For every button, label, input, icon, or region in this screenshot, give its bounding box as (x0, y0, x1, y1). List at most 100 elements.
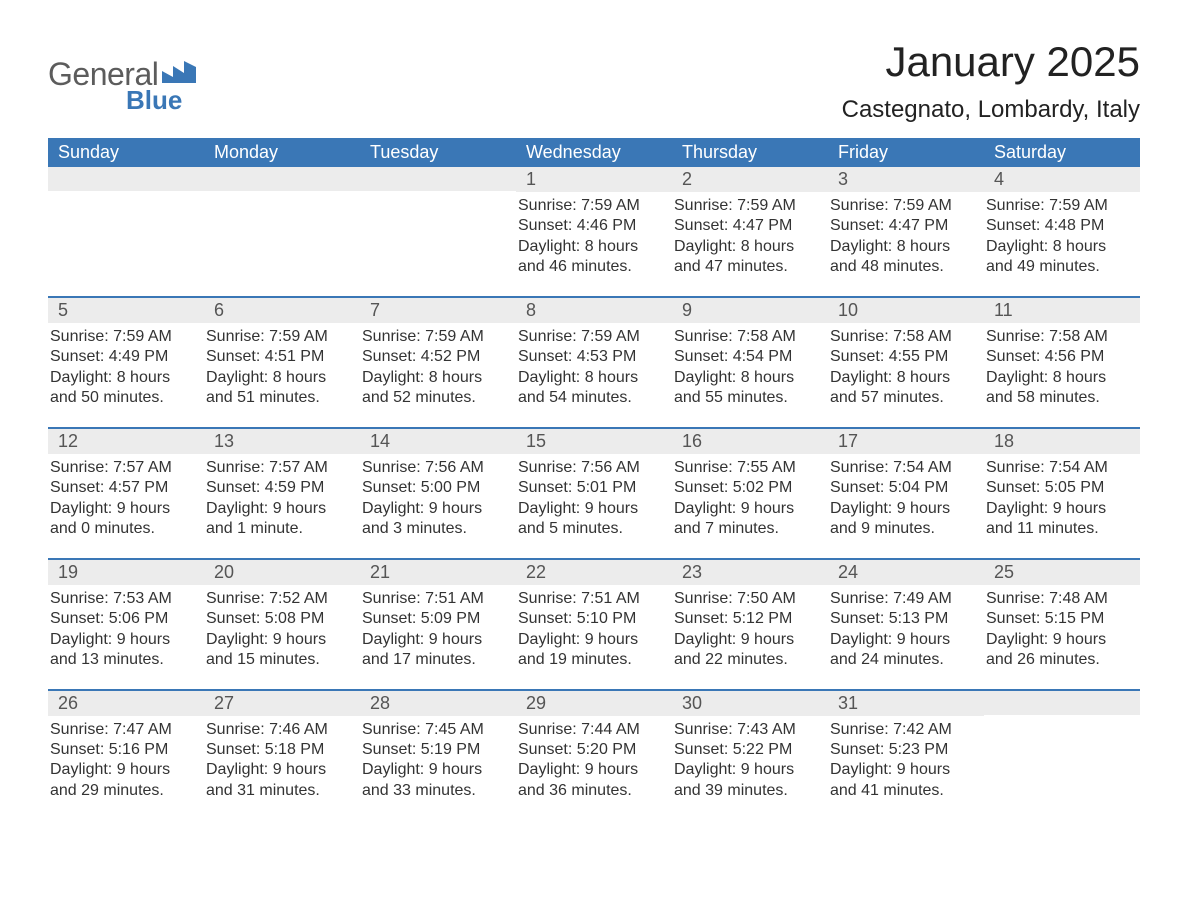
day-daylight2: and 17 minutes. (362, 650, 506, 670)
day-cell: 18Sunrise: 7:54 AMSunset: 5:05 PMDayligh… (984, 429, 1140, 558)
day-sunset: Sunset: 4:51 PM (206, 347, 350, 367)
day-cell (48, 167, 204, 296)
day-daylight2: and 1 minute. (206, 519, 350, 539)
day-number: 4 (984, 167, 1140, 192)
weeks-container: 1Sunrise: 7:59 AMSunset: 4:46 PMDaylight… (48, 167, 1140, 819)
day-sunset: Sunset: 4:48 PM (986, 216, 1130, 236)
day-cell: 20Sunrise: 7:52 AMSunset: 5:08 PMDayligh… (204, 560, 360, 689)
day-daylight1: Daylight: 9 hours (206, 499, 350, 519)
day-number: 6 (204, 298, 360, 323)
day-daylight1: Daylight: 8 hours (986, 368, 1130, 388)
day-daylight2: and 3 minutes. (362, 519, 506, 539)
day-sunset: Sunset: 4:47 PM (674, 216, 818, 236)
day-number: 24 (828, 560, 984, 585)
day-sunrise: Sunrise: 7:53 AM (50, 589, 194, 609)
day-sunset: Sunset: 5:00 PM (362, 478, 506, 498)
location: Castegnato, Lombardy, Italy (842, 96, 1140, 124)
day-sunset: Sunset: 4:49 PM (50, 347, 194, 367)
day-daylight2: and 5 minutes. (518, 519, 662, 539)
day-content: Sunrise: 7:59 AMSunset: 4:52 PMDaylight:… (360, 323, 516, 409)
day-number: 10 (828, 298, 984, 323)
day-sunset: Sunset: 4:47 PM (830, 216, 974, 236)
weekday-saturday: Saturday (984, 138, 1140, 167)
day-sunrise: Sunrise: 7:59 AM (50, 327, 194, 347)
day-number: 13 (204, 429, 360, 454)
day-cell: 23Sunrise: 7:50 AMSunset: 5:12 PMDayligh… (672, 560, 828, 689)
day-daylight2: and 26 minutes. (986, 650, 1130, 670)
day-daylight2: and 51 minutes. (206, 388, 350, 408)
logo-text-blue: Blue (126, 85, 182, 116)
day-sunset: Sunset: 5:16 PM (50, 740, 194, 760)
day-daylight2: and 29 minutes. (50, 781, 194, 801)
day-cell: 28Sunrise: 7:45 AMSunset: 5:19 PMDayligh… (360, 691, 516, 820)
day-sunset: Sunset: 5:10 PM (518, 609, 662, 629)
weekday-wednesday: Wednesday (516, 138, 672, 167)
day-number (204, 167, 360, 191)
day-sunrise: Sunrise: 7:42 AM (830, 720, 974, 740)
day-number: 3 (828, 167, 984, 192)
day-sunrise: Sunrise: 7:59 AM (518, 196, 662, 216)
title-block: January 2025 Castegnato, Lombardy, Italy (842, 38, 1140, 124)
day-content: Sunrise: 7:51 AMSunset: 5:09 PMDaylight:… (360, 585, 516, 671)
logo-flag-icon (162, 61, 196, 88)
day-content: Sunrise: 7:54 AMSunset: 5:05 PMDaylight:… (984, 454, 1140, 540)
day-number: 16 (672, 429, 828, 454)
day-daylight2: and 7 minutes. (674, 519, 818, 539)
day-daylight1: Daylight: 8 hours (674, 237, 818, 257)
day-number: 28 (360, 691, 516, 716)
day-content (984, 715, 1140, 719)
day-number: 26 (48, 691, 204, 716)
day-cell (204, 167, 360, 296)
day-daylight1: Daylight: 9 hours (674, 760, 818, 780)
day-sunset: Sunset: 5:02 PM (674, 478, 818, 498)
day-sunset: Sunset: 5:20 PM (518, 740, 662, 760)
day-content: Sunrise: 7:53 AMSunset: 5:06 PMDaylight:… (48, 585, 204, 671)
weekday-thursday: Thursday (672, 138, 828, 167)
day-daylight1: Daylight: 9 hours (362, 630, 506, 650)
day-content: Sunrise: 7:58 AMSunset: 4:55 PMDaylight:… (828, 323, 984, 409)
day-daylight1: Daylight: 9 hours (518, 760, 662, 780)
day-daylight2: and 58 minutes. (986, 388, 1130, 408)
week-row: 26Sunrise: 7:47 AMSunset: 5:16 PMDayligh… (48, 689, 1140, 820)
day-content (204, 191, 360, 195)
day-cell: 3Sunrise: 7:59 AMSunset: 4:47 PMDaylight… (828, 167, 984, 296)
day-daylight2: and 52 minutes. (362, 388, 506, 408)
day-cell (360, 167, 516, 296)
day-daylight1: Daylight: 9 hours (830, 499, 974, 519)
day-sunset: Sunset: 4:55 PM (830, 347, 974, 367)
day-daylight1: Daylight: 9 hours (362, 760, 506, 780)
day-daylight2: and 39 minutes. (674, 781, 818, 801)
day-number: 21 (360, 560, 516, 585)
day-sunset: Sunset: 5:01 PM (518, 478, 662, 498)
day-sunset: Sunset: 5:23 PM (830, 740, 974, 760)
day-daylight1: Daylight: 8 hours (674, 368, 818, 388)
day-sunset: Sunset: 5:22 PM (674, 740, 818, 760)
day-sunrise: Sunrise: 7:59 AM (830, 196, 974, 216)
weekday-friday: Friday (828, 138, 984, 167)
day-daylight1: Daylight: 9 hours (206, 760, 350, 780)
day-sunrise: Sunrise: 7:45 AM (362, 720, 506, 740)
day-number: 7 (360, 298, 516, 323)
day-cell: 17Sunrise: 7:54 AMSunset: 5:04 PMDayligh… (828, 429, 984, 558)
day-cell: 8Sunrise: 7:59 AMSunset: 4:53 PMDaylight… (516, 298, 672, 427)
day-daylight1: Daylight: 8 hours (518, 368, 662, 388)
day-sunrise: Sunrise: 7:59 AM (518, 327, 662, 347)
day-cell: 21Sunrise: 7:51 AMSunset: 5:09 PMDayligh… (360, 560, 516, 689)
day-cell: 1Sunrise: 7:59 AMSunset: 4:46 PMDaylight… (516, 167, 672, 296)
day-sunrise: Sunrise: 7:54 AM (830, 458, 974, 478)
day-daylight2: and 36 minutes. (518, 781, 662, 801)
day-content: Sunrise: 7:44 AMSunset: 5:20 PMDaylight:… (516, 716, 672, 802)
day-content (48, 191, 204, 195)
weekday-sunday: Sunday (48, 138, 204, 167)
day-content: Sunrise: 7:59 AMSunset: 4:49 PMDaylight:… (48, 323, 204, 409)
day-daylight1: Daylight: 8 hours (830, 368, 974, 388)
day-cell: 24Sunrise: 7:49 AMSunset: 5:13 PMDayligh… (828, 560, 984, 689)
day-number: 31 (828, 691, 984, 716)
day-sunset: Sunset: 5:12 PM (674, 609, 818, 629)
day-daylight1: Daylight: 9 hours (50, 499, 194, 519)
day-cell: 31Sunrise: 7:42 AMSunset: 5:23 PMDayligh… (828, 691, 984, 820)
day-number: 5 (48, 298, 204, 323)
day-sunrise: Sunrise: 7:46 AM (206, 720, 350, 740)
day-number: 25 (984, 560, 1140, 585)
day-content: Sunrise: 7:59 AMSunset: 4:53 PMDaylight:… (516, 323, 672, 409)
